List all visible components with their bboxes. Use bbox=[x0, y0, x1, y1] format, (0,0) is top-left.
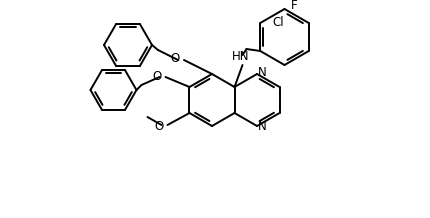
Text: O: O bbox=[152, 70, 162, 82]
Text: HN: HN bbox=[232, 51, 249, 63]
Text: F: F bbox=[291, 0, 297, 12]
Text: Cl: Cl bbox=[272, 17, 284, 29]
Text: N: N bbox=[258, 121, 267, 133]
Text: N: N bbox=[258, 66, 267, 80]
Text: O: O bbox=[171, 53, 180, 65]
Text: O: O bbox=[154, 119, 163, 133]
